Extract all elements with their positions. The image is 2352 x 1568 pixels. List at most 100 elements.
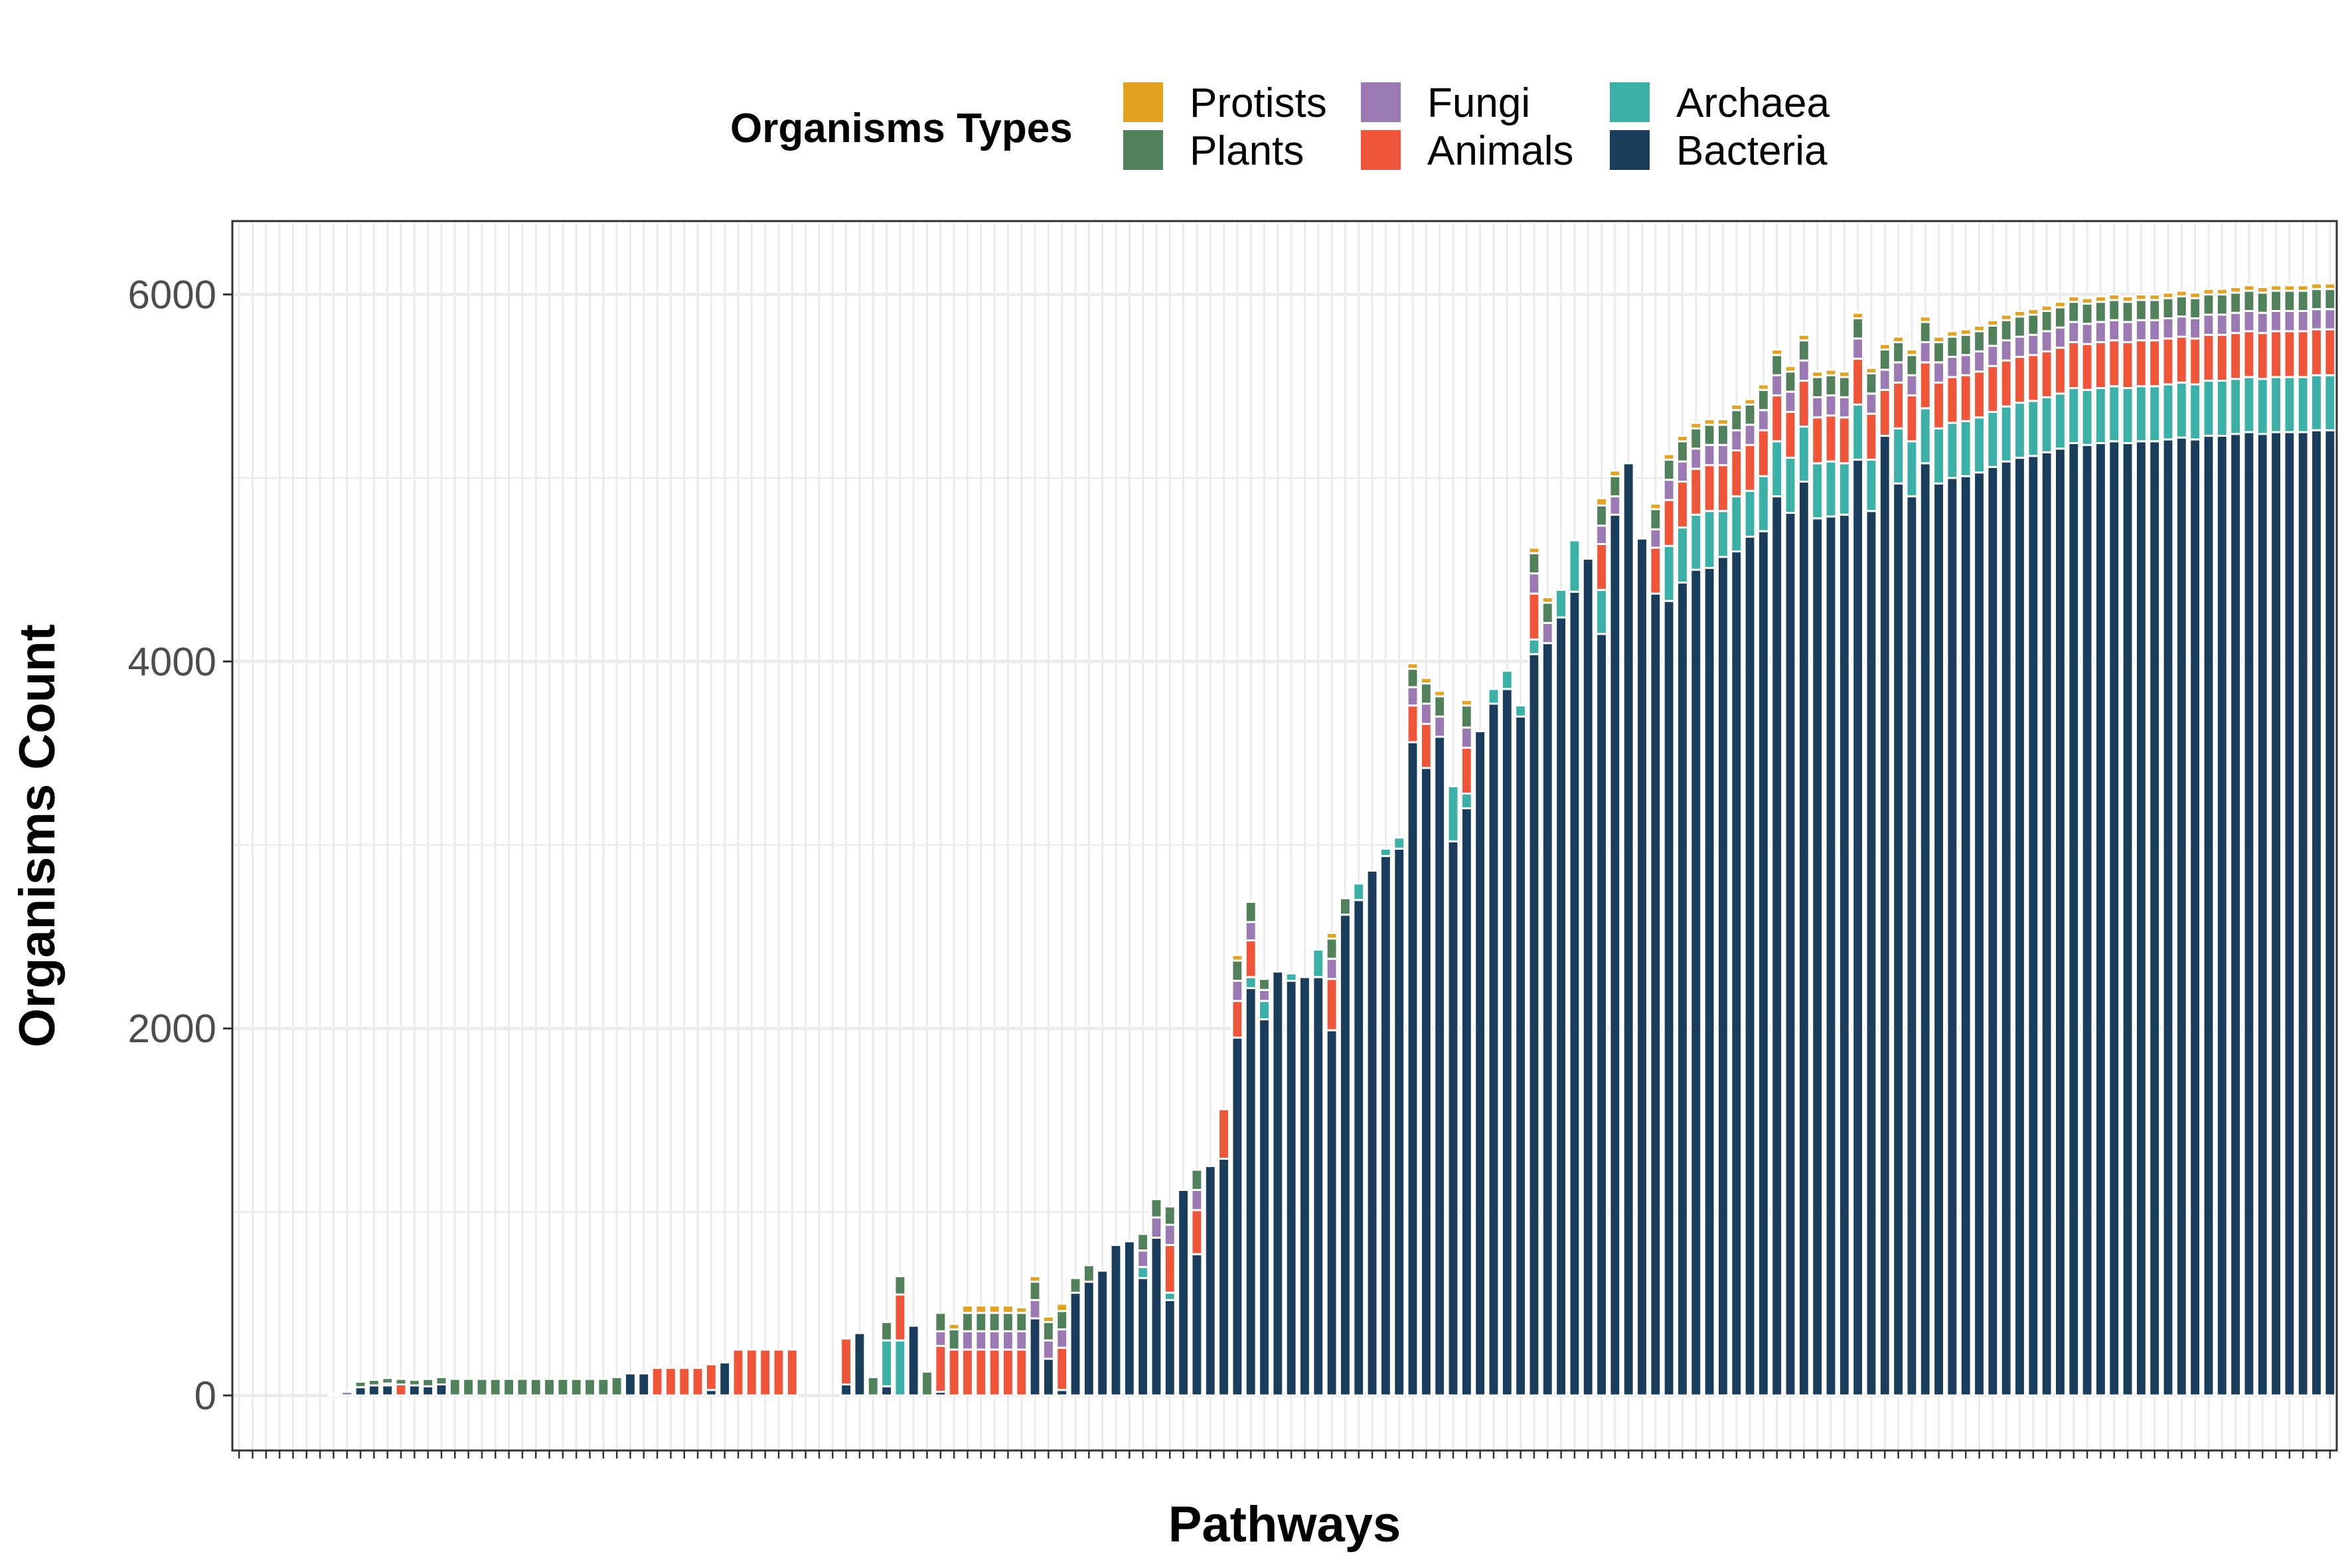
bar-segment-plants [1595, 504, 1608, 527]
bar-segment-bacteria [1824, 515, 1838, 1397]
bar-segment-fungi [1244, 921, 1257, 942]
bar-segment-plants [1770, 354, 1784, 376]
bar-segment-animals [1460, 746, 1473, 795]
bar-segment-animals [785, 1348, 799, 1397]
bar-segment-bacteria [1339, 913, 1352, 1397]
bar-segment-plants [543, 1377, 556, 1397]
bar-segment-plants [2323, 287, 2337, 311]
bar-segment-bacteria [1999, 460, 2013, 1397]
bar-segment-plants [1851, 317, 1865, 340]
bar-segment-archaea [1258, 1000, 1271, 1020]
bar-segment-bacteria [1042, 1358, 1055, 1397]
bar-segment-protists [1015, 1306, 1028, 1314]
bar-segment-bacteria [1905, 495, 1919, 1397]
bar-segment-archaea [2148, 385, 2161, 443]
bar-segment-archaea [1851, 403, 1865, 461]
bar-segment-plants [408, 1379, 421, 1387]
bar-segment-plants [2013, 315, 2026, 338]
bar-segment-protists [1419, 676, 1433, 685]
bar-segment-bacteria [880, 1385, 893, 1397]
bar-segment-archaea [2270, 376, 2282, 433]
bar-segment-bacteria [1177, 1188, 1190, 1397]
bar-segment-bacteria [2242, 431, 2256, 1397]
bar-segment-plants [1973, 330, 1986, 353]
bar-segment-plants [435, 1375, 448, 1385]
bar-segment-protists [1595, 497, 1608, 507]
bar-segment-fungi [1419, 702, 1433, 725]
bar-segment-bacteria [1986, 465, 1999, 1397]
bar-segment-plants [1703, 424, 1716, 446]
bar-segment-fungi [1406, 686, 1419, 707]
bar-segment-bacteria [1636, 537, 1648, 1397]
bar-segment-bacteria [624, 1372, 637, 1397]
bar-segment-protists [947, 1322, 961, 1331]
bar-segment-fungi [2202, 313, 2215, 336]
bar-segment-plants [2027, 313, 2040, 336]
legend-swatch-bacteria [1610, 130, 1650, 170]
bar-segment-bacteria [1541, 642, 1554, 1397]
bar-segment-protists [1999, 313, 2013, 321]
bar-segment-animals [961, 1348, 974, 1397]
bar-segment-plants [2040, 309, 2053, 333]
bar-segment-bacteria [2054, 447, 2067, 1397]
bar-segment-animals [2270, 330, 2282, 378]
bar-segment-protists [988, 1304, 1001, 1314]
bar-segment-animals [651, 1367, 664, 1397]
bar-segment-archaea [1730, 495, 1743, 553]
bar-segment-archaea [2215, 379, 2229, 437]
bar-segment-bacteria [1217, 1157, 1230, 1397]
bar-segment-animals [934, 1344, 947, 1393]
bar-segment-bacteria [1069, 1291, 1082, 1397]
bar-segment-bacteria [1892, 482, 1905, 1397]
bar-segment-animals [2094, 341, 2107, 390]
bar-segment-plants [2080, 302, 2094, 325]
bar-segment-animals [1217, 1108, 1230, 1160]
bar-segment-archaea [1905, 440, 1919, 498]
bar-segment-bacteria [853, 1332, 866, 1397]
bar-segment-animals [1986, 364, 1999, 413]
bar-segment-fungi [934, 1330, 947, 1347]
bar-segment-plants [1231, 959, 1244, 982]
bar-segment-bacteria [1595, 633, 1608, 1397]
bar-segment-bacteria [1730, 550, 1743, 1397]
bar-segment-animals [1999, 359, 2013, 408]
bar-segment-plants [1042, 1321, 1055, 1342]
bar-segment-archaea [1959, 420, 1972, 477]
bar-segment-plants [2108, 299, 2121, 321]
bar-segment-fungi [2161, 317, 2175, 340]
bar-segment-animals [1056, 1346, 1069, 1391]
bar-segment-protists [1703, 418, 1716, 426]
bar-segment-fungi [1163, 1223, 1176, 1246]
bar-segment-fungi [1878, 368, 1891, 391]
bar-segment-archaea [1838, 462, 1851, 516]
bar-segment-plants [1892, 341, 1905, 364]
bar-segment-protists [975, 1304, 988, 1314]
bar-segment-plants [880, 1321, 893, 1342]
bar-segment-plants [489, 1377, 502, 1397]
bar-segment-plants [2256, 291, 2269, 314]
bar-segment-archaea [1528, 638, 1541, 655]
bar-segment-bacteria [1244, 986, 1257, 1397]
bar-segment-archaea [1568, 539, 1581, 593]
bar-segment-protists [1946, 330, 1959, 338]
bar-segment-protists [2323, 282, 2337, 290]
bar-segment-bacteria [2256, 433, 2269, 1397]
bar-segment-plants [961, 1312, 974, 1332]
bar-segment-plants [1824, 374, 1838, 397]
bar-segment-animals [1797, 379, 1810, 428]
bar-segment-protists [2283, 284, 2296, 292]
bar-segment-animals [1932, 381, 1945, 430]
bar-segment-fungi [1824, 394, 1838, 417]
bar-segment-archaea [1662, 544, 1676, 602]
bar-segment-bacteria [1851, 458, 1865, 1397]
bar-segment-fungi [2323, 308, 2337, 331]
bar-segment-plants [584, 1377, 596, 1397]
y-axis: 0 2000 4000 6000 [128, 273, 232, 1418]
bar-segment-plants [597, 1377, 610, 1397]
bar-segment-bacteria [1662, 599, 1676, 1397]
bar-segment-animals [1770, 394, 1784, 443]
bar-segment-bacteria [354, 1386, 367, 1397]
bar-segment-archaea [1703, 510, 1716, 569]
bar-segment-plants [1797, 339, 1810, 362]
